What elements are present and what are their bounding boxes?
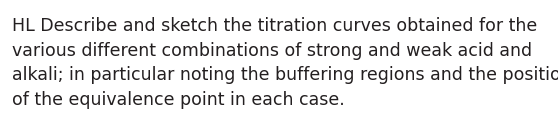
Text: of the equivalence point in each case.: of the equivalence point in each case. bbox=[12, 90, 345, 108]
Text: HL Describe and sketch the titration curves obtained for the: HL Describe and sketch the titration cur… bbox=[12, 17, 537, 35]
Text: various different combinations of strong and weak acid and: various different combinations of strong… bbox=[12, 41, 532, 59]
Text: alkali; in particular noting the buffering regions and the positions: alkali; in particular noting the bufferi… bbox=[12, 66, 558, 84]
